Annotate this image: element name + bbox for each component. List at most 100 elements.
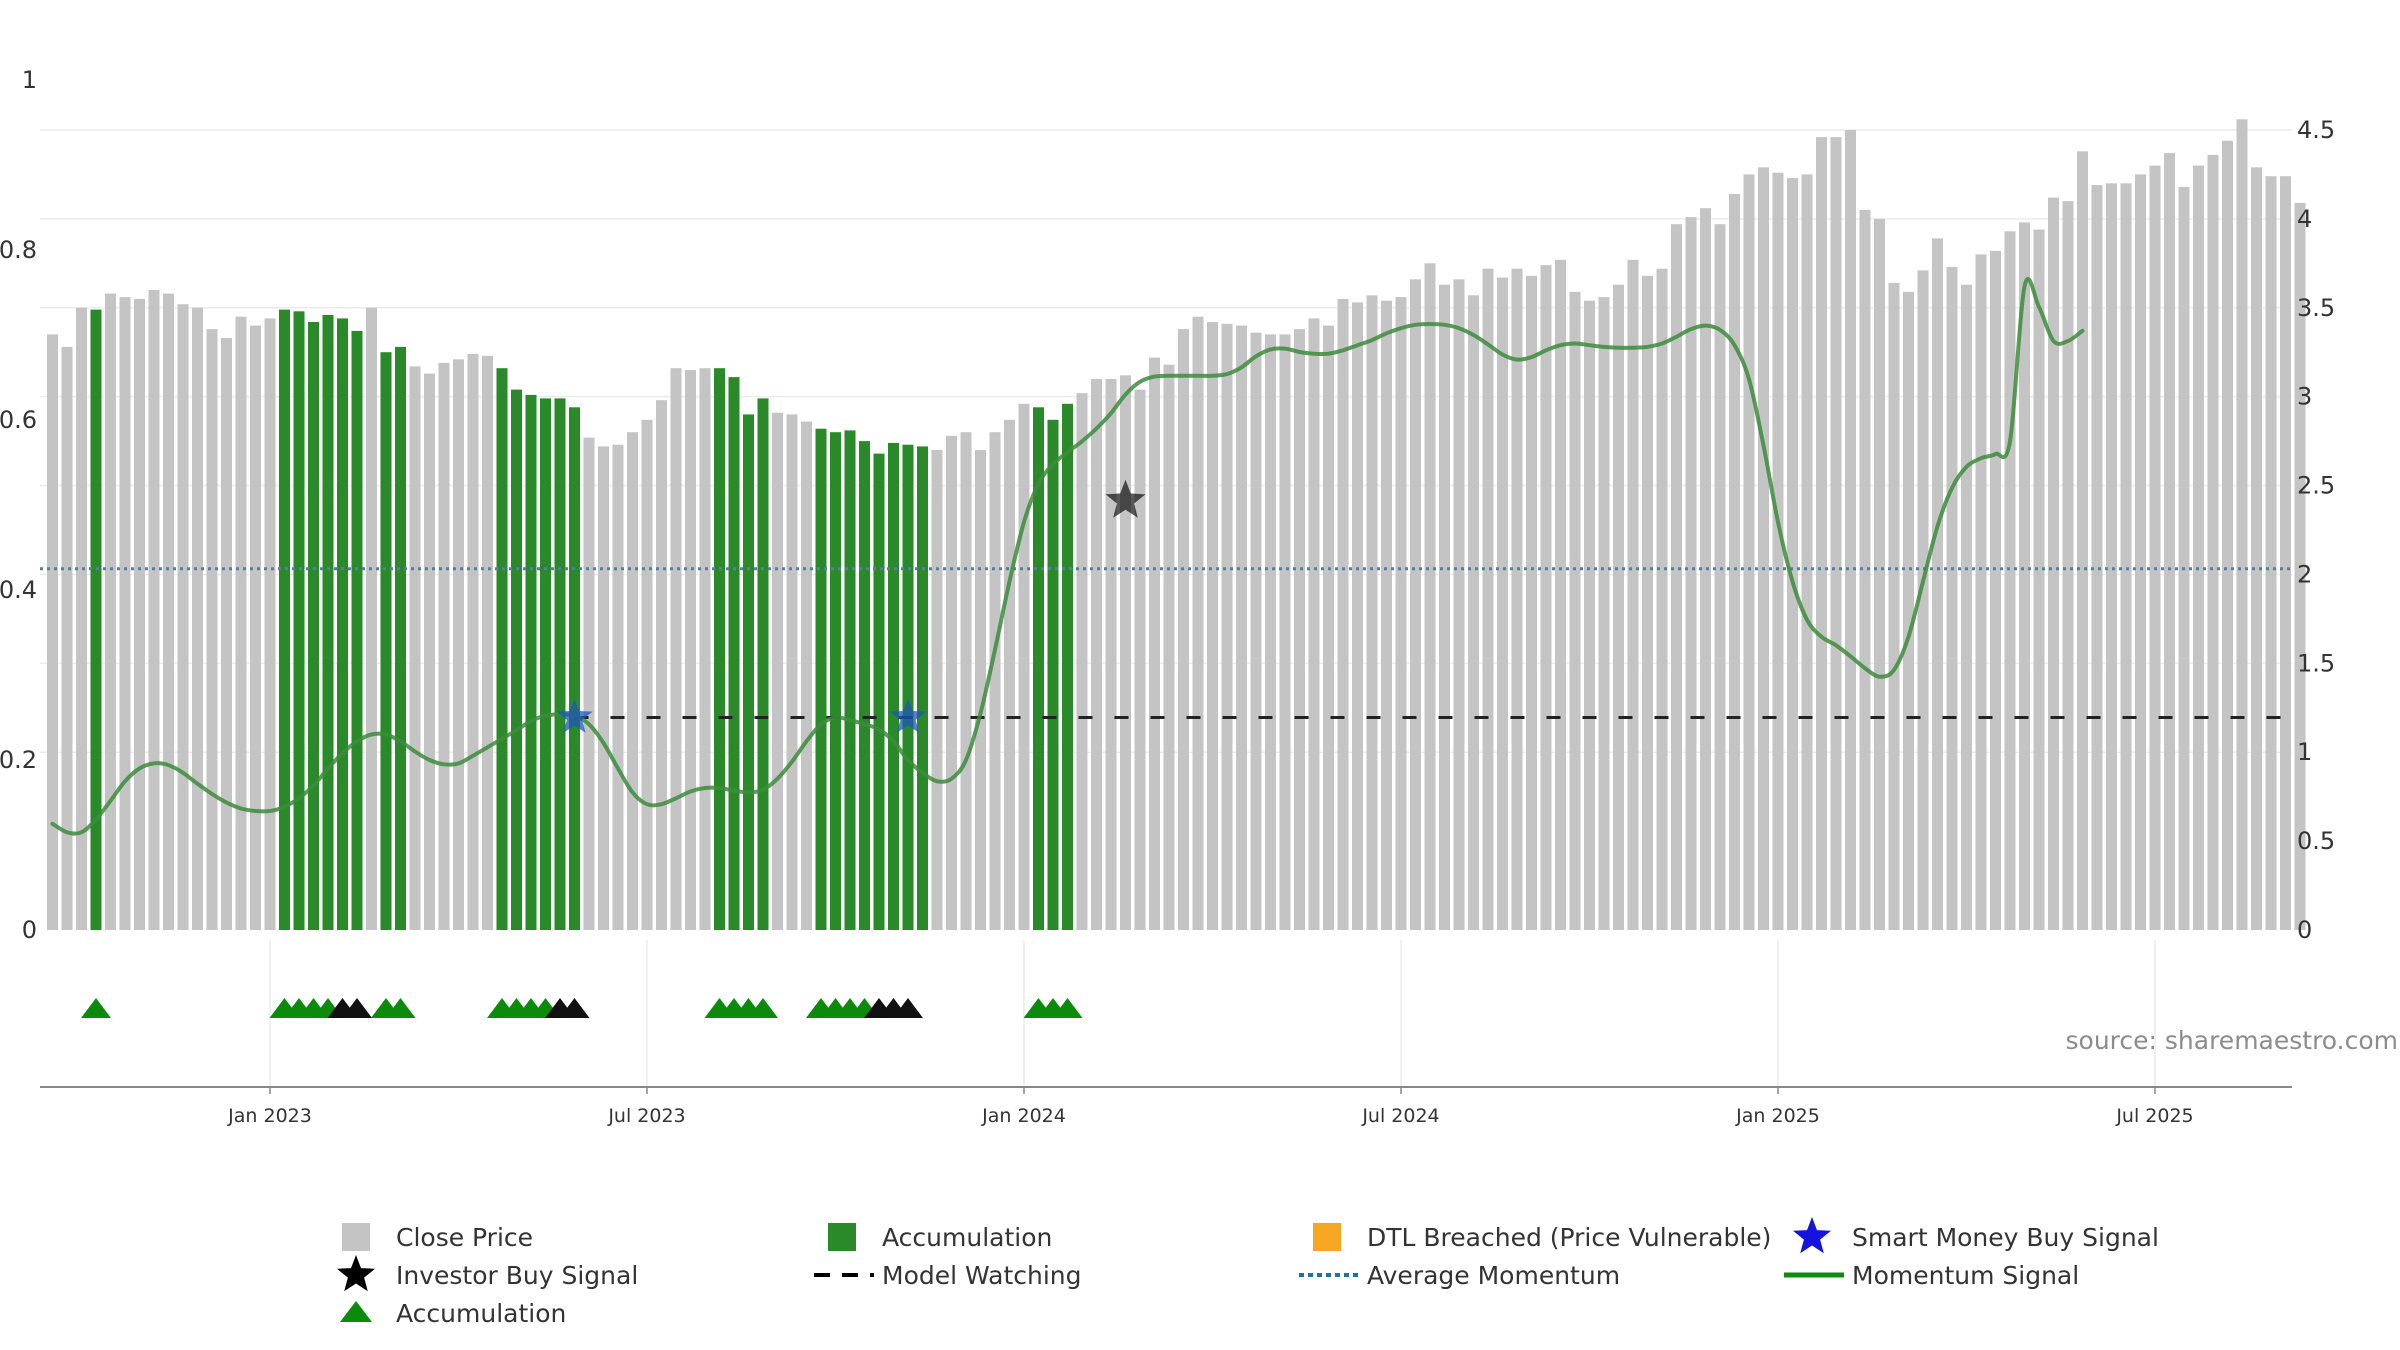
accumulation-bar [1062,403,1073,930]
close-price-bar [1004,419,1015,930]
momentum-signal-line [50,277,2085,836]
close-price-bar [2207,154,2219,930]
close-price-bar [2048,197,2059,931]
right-axis-tick-label: 3 [2297,383,2312,411]
legend-label: Close Price [396,1223,533,1252]
close-price-bar [2236,119,2248,931]
close-price-bar [1250,332,1262,930]
close-price-bar [1120,375,1131,930]
close-price-bar [221,338,232,930]
close-price-bar [699,368,711,930]
close-price-bar [2294,202,2306,930]
close-price-bar [2004,231,2016,931]
close-price-bar [1018,403,1030,930]
close-price-bar [2019,222,2030,930]
close-price-bar [1714,224,1726,930]
close-price-bar [801,421,812,930]
close-price-bar [1816,137,1827,931]
accumulation-bar [308,322,319,930]
close-price-bar [1526,275,1537,930]
right-axis-tick-label: 2 [2297,560,2312,588]
close-price-bar [1207,322,1218,930]
close-price-bar [438,362,450,930]
close-price-bar [250,325,261,931]
close-price-bar [177,304,189,930]
close-price-bar [163,293,174,931]
close-price-bar [47,334,58,930]
legend-label: Model Watching [882,1261,1082,1290]
close-price-bar [1236,325,1247,931]
close-price-bar [612,444,624,930]
accumulation-bar [714,368,725,930]
close-price-bar [627,432,638,930]
close-price-bar [1656,268,1668,930]
close-price-bar [1874,218,1885,930]
close-price-bar [134,298,145,930]
close-price-bar [1613,284,1624,930]
close-price-bar [1975,254,1987,930]
close-price-bar [1163,364,1175,930]
right-axis: 0 0.5 1 1.5 2 2.5 3 3.5 4 4.5 [2297,116,2335,944]
close-price-bar [119,297,131,931]
close-price-bar [206,329,218,931]
close-price-bar [148,290,160,930]
signal-stars [556,479,1146,733]
close-price-bar [2033,229,2045,931]
left-axis: 0 0.2 0.4 0.6 0.8 1 [0,66,37,944]
close-price-bar [670,368,682,930]
close-price-bar [482,355,493,930]
close-price-bar [409,366,421,930]
close-price-bar [1903,291,1914,930]
legend: Close Price Accumulation DTL Breached (Pri… [337,1217,2159,1328]
legend-label: Accumulation [882,1223,1052,1252]
accumulation-bar [90,309,102,931]
accumulation-bar [511,389,522,931]
close-price-bar [1743,174,1755,930]
close-price-bar [960,432,972,930]
close-price-bar [467,354,479,930]
investor-buy-star [1105,479,1146,518]
close-price-bar [1845,130,1856,930]
close-price-bar [583,437,595,930]
close-price-bar [61,346,73,930]
accumulation-bar [743,414,754,930]
close-price-bar [1178,329,1189,931]
price-bars [47,119,2306,931]
close-price-bar [1888,282,1900,930]
close-price-bar [1627,259,1639,930]
close-price-bar [366,307,377,930]
left-axis-tick-label: 0.6 [0,406,37,434]
close-price-bar [1584,300,1595,930]
close-price-bar [946,435,957,930]
close-price-bar [1685,217,1697,931]
right-axis-tick-label: 2.5 [2297,472,2335,500]
accumulation-triangle [81,998,111,1018]
close-price-bar [641,419,653,930]
close-price-bar [1598,297,1610,931]
accumulation-bar [279,309,290,931]
accumulation-bar [888,442,899,930]
right-axis-tick-label: 4 [2297,205,2312,233]
close-price-bar [1497,277,1508,931]
accumulation-bar [1047,419,1059,930]
accumulation-bar [830,432,841,930]
close-price-bar [1453,279,1465,930]
right-axis-tick-label: 1 [2297,738,2312,766]
legend-label: Investor Buy Signal [396,1261,638,1290]
close-price-bar [1787,178,1798,930]
left-axis-tick-label: 0.2 [0,746,37,774]
close-price-bar [1961,284,1972,930]
close-price-bar [2062,201,2074,931]
legend-close-price-swatch [342,1223,370,1251]
close-price-bar [786,414,798,930]
close-price-bar [1801,174,1813,930]
investor-buy-triangle [893,998,923,1018]
close-price-bar [975,450,986,930]
close-price-bar [656,400,667,930]
close-price-bar [235,316,247,930]
accumulation-triangle [385,998,416,1018]
close-price-bar [1366,295,1378,930]
close-price-bar [598,446,609,930]
accumulation-bar [728,377,740,931]
